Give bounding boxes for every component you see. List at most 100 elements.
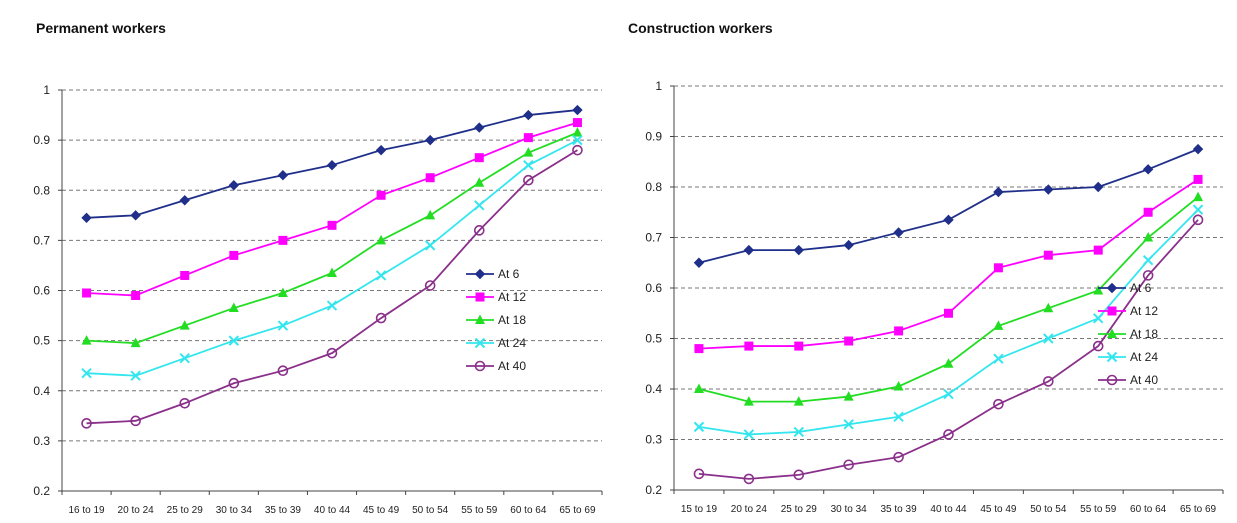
legend-marker <box>474 337 486 349</box>
data-point <box>1093 245 1103 255</box>
data-point <box>326 347 338 359</box>
data-point <box>1143 232 1154 242</box>
data-point <box>1142 270 1154 281</box>
legend: At 6 At 12 At 18 At 24 At 40 <box>466 267 526 373</box>
x-tick-label: 25 to 29 <box>781 504 818 515</box>
data-point <box>793 469 805 481</box>
data-point <box>474 122 485 133</box>
data-point <box>228 377 240 389</box>
data-point <box>693 468 705 480</box>
legend-label: At 24 <box>1130 350 1158 364</box>
data-point <box>572 118 582 128</box>
data-point <box>523 147 534 157</box>
data-point <box>694 344 704 354</box>
data-point <box>523 109 534 121</box>
x-tick-label: 65 to 69 <box>1180 504 1217 515</box>
y-tick-label: 1 <box>43 83 50 97</box>
x-tick-label: 20 to 24 <box>118 505 155 516</box>
x-tick-label: 35 to 39 <box>265 505 302 516</box>
data-point <box>843 419 854 430</box>
data-point <box>424 134 436 146</box>
data-point <box>843 239 854 251</box>
data-point <box>993 263 1003 273</box>
data-point <box>81 212 92 224</box>
y-tick-label: 0.7 <box>645 231 662 245</box>
x-tick-label: 16 to 19 <box>68 505 105 516</box>
data-point <box>894 326 904 336</box>
legend-marker <box>475 292 485 302</box>
chart-construction-workers: Construction workers 0.2 0.3 0.4 0.5 0.6 0.7 0… <box>618 0 1237 523</box>
data-point <box>743 244 755 256</box>
data-point <box>572 144 583 156</box>
legend-marker <box>1107 328 1117 338</box>
data-point <box>425 209 436 220</box>
data-point <box>130 415 141 427</box>
legend-marker <box>1106 351 1118 363</box>
series-line <box>698 219 1199 480</box>
data-point <box>944 308 953 318</box>
data-point <box>893 227 904 238</box>
data-point <box>1192 214 1204 226</box>
data-point <box>943 214 954 226</box>
series-at-24 <box>81 134 583 381</box>
data-point <box>1143 207 1153 217</box>
data-point <box>793 244 804 256</box>
data-point <box>81 418 92 429</box>
data-point <box>744 341 754 351</box>
data-point <box>327 220 337 230</box>
data-point <box>131 291 141 301</box>
data-point <box>81 367 92 379</box>
data-point <box>743 473 755 485</box>
series-at-18 <box>81 127 583 348</box>
data-point <box>375 270 387 281</box>
legend-marker <box>475 314 485 324</box>
x-tick-label: 25 to 29 <box>167 505 204 516</box>
data-point <box>327 267 337 277</box>
series-line <box>86 149 578 425</box>
data-point <box>743 429 755 440</box>
y-tick-label: 0.3 <box>33 434 50 448</box>
data-point <box>743 396 754 406</box>
y-tick-label: 0.4 <box>645 382 662 396</box>
data-point <box>523 174 534 186</box>
chart-title: Permanent workers <box>36 20 166 36</box>
data-point <box>693 257 705 268</box>
data-point <box>1043 302 1054 313</box>
data-point <box>179 352 190 364</box>
series-at-12 <box>694 174 1203 354</box>
data-point <box>993 398 1004 410</box>
y-tick-label: 0.5 <box>33 334 50 348</box>
data-point <box>693 383 704 393</box>
data-point <box>1193 174 1203 184</box>
x-tick-label: 35 to 39 <box>881 504 918 515</box>
x-tick-label: 20 to 24 <box>731 504 768 515</box>
data-point <box>794 341 804 351</box>
data-point <box>376 234 387 245</box>
data-point <box>572 127 583 137</box>
series-line <box>698 148 1199 264</box>
series-at-40 <box>693 214 1204 485</box>
chart-permanent-workers: Permanent workers 0.2 0.3 0.4 0.5 0.6 0.7 0.8 0… <box>0 0 610 523</box>
legend: At 6 At 12 At 18 At 24 At 40 <box>1098 281 1158 387</box>
data-point <box>130 337 141 348</box>
data-point <box>793 396 804 406</box>
legend-marker <box>1107 306 1117 316</box>
series-line <box>698 196 1199 403</box>
y-tick-label: 1 <box>655 79 662 93</box>
x-tick-label: 15 to 19 <box>681 504 718 515</box>
data-point <box>130 210 141 221</box>
x-tick-label: 40 to 44 <box>930 504 967 515</box>
legend-label: At 40 <box>1130 373 1158 387</box>
series-at-18 <box>693 191 1204 406</box>
x-tick-label: 45 to 49 <box>980 504 1017 515</box>
data-point <box>1043 333 1054 344</box>
legend-label: At 18 <box>498 313 526 327</box>
data-point <box>424 280 436 291</box>
chart-canvas: 0.2 0.3 0.4 0.5 0.6 0.7 0.8 0.9 1 16 to 19 20 to 2… <box>33 83 603 516</box>
legend-label: At 6 <box>498 267 520 281</box>
chart-canvas: 0.2 0.3 0.4 0.5 0.6 0.7 0.8 0.9 1 15 to 19 20 to 2… <box>645 79 1224 515</box>
x-tick-label: 65 to 69 <box>559 505 596 516</box>
data-point <box>82 288 92 298</box>
x-tick-label: 30 to 34 <box>216 505 253 516</box>
data-point <box>326 159 338 171</box>
